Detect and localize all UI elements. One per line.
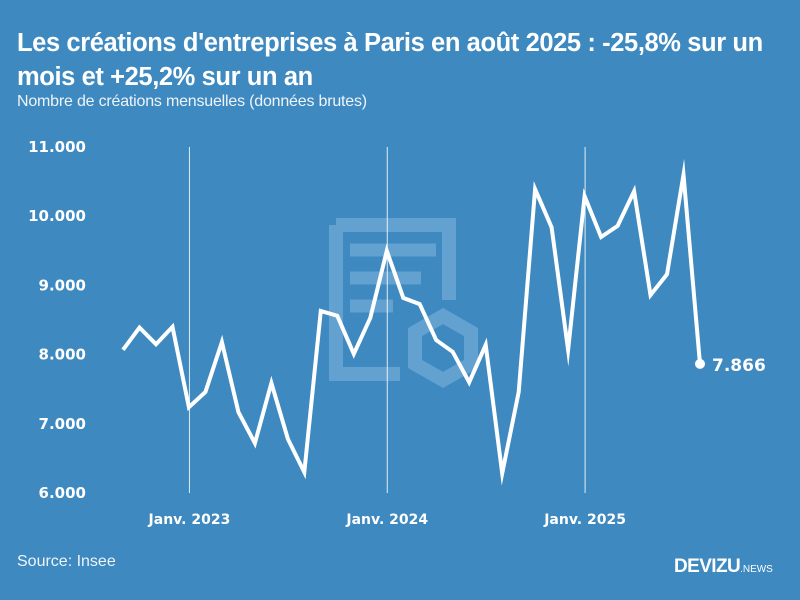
x-tick-label: Janv. 2025 xyxy=(543,512,626,528)
brand-logo: DEVIZU.NEWS xyxy=(674,556,773,578)
y-tick-label: 9.000 xyxy=(39,276,86,294)
series-group: 7.866 xyxy=(121,158,766,486)
watermark-hexagon-icon xyxy=(408,307,478,389)
x-axis: Janv. 2023 Janv. 2024 Janv. 2025 xyxy=(148,512,626,528)
series-line xyxy=(121,158,702,486)
brand-suffix: .NEWS xyxy=(740,564,773,575)
y-axis: 6.000 7.000 8.000 9.000 10.000 11.000 xyxy=(28,138,86,502)
y-tick-label: 6.000 xyxy=(39,484,86,502)
chart-title: Les créations d'entreprises à Paris en a… xyxy=(17,29,763,91)
y-tick-label: 11.000 xyxy=(28,138,86,156)
source-note: Source: Insee xyxy=(17,553,116,570)
chart-subtitle: Nombre de créations mensuelles (données … xyxy=(17,93,367,110)
end-value-label: 7.866 xyxy=(712,356,766,376)
x-tick-label: Janv. 2024 xyxy=(345,512,428,528)
y-tick-label: 7.000 xyxy=(39,415,86,433)
watermark-logo xyxy=(329,218,478,389)
x-tick-label: Janv. 2023 xyxy=(148,512,231,528)
y-tick-label: 8.000 xyxy=(39,346,86,364)
brand-name: DEVIZU xyxy=(674,556,741,577)
y-tick-label: 10.000 xyxy=(28,207,86,225)
end-point-marker xyxy=(695,358,705,369)
watermark-document-icon xyxy=(329,218,456,381)
